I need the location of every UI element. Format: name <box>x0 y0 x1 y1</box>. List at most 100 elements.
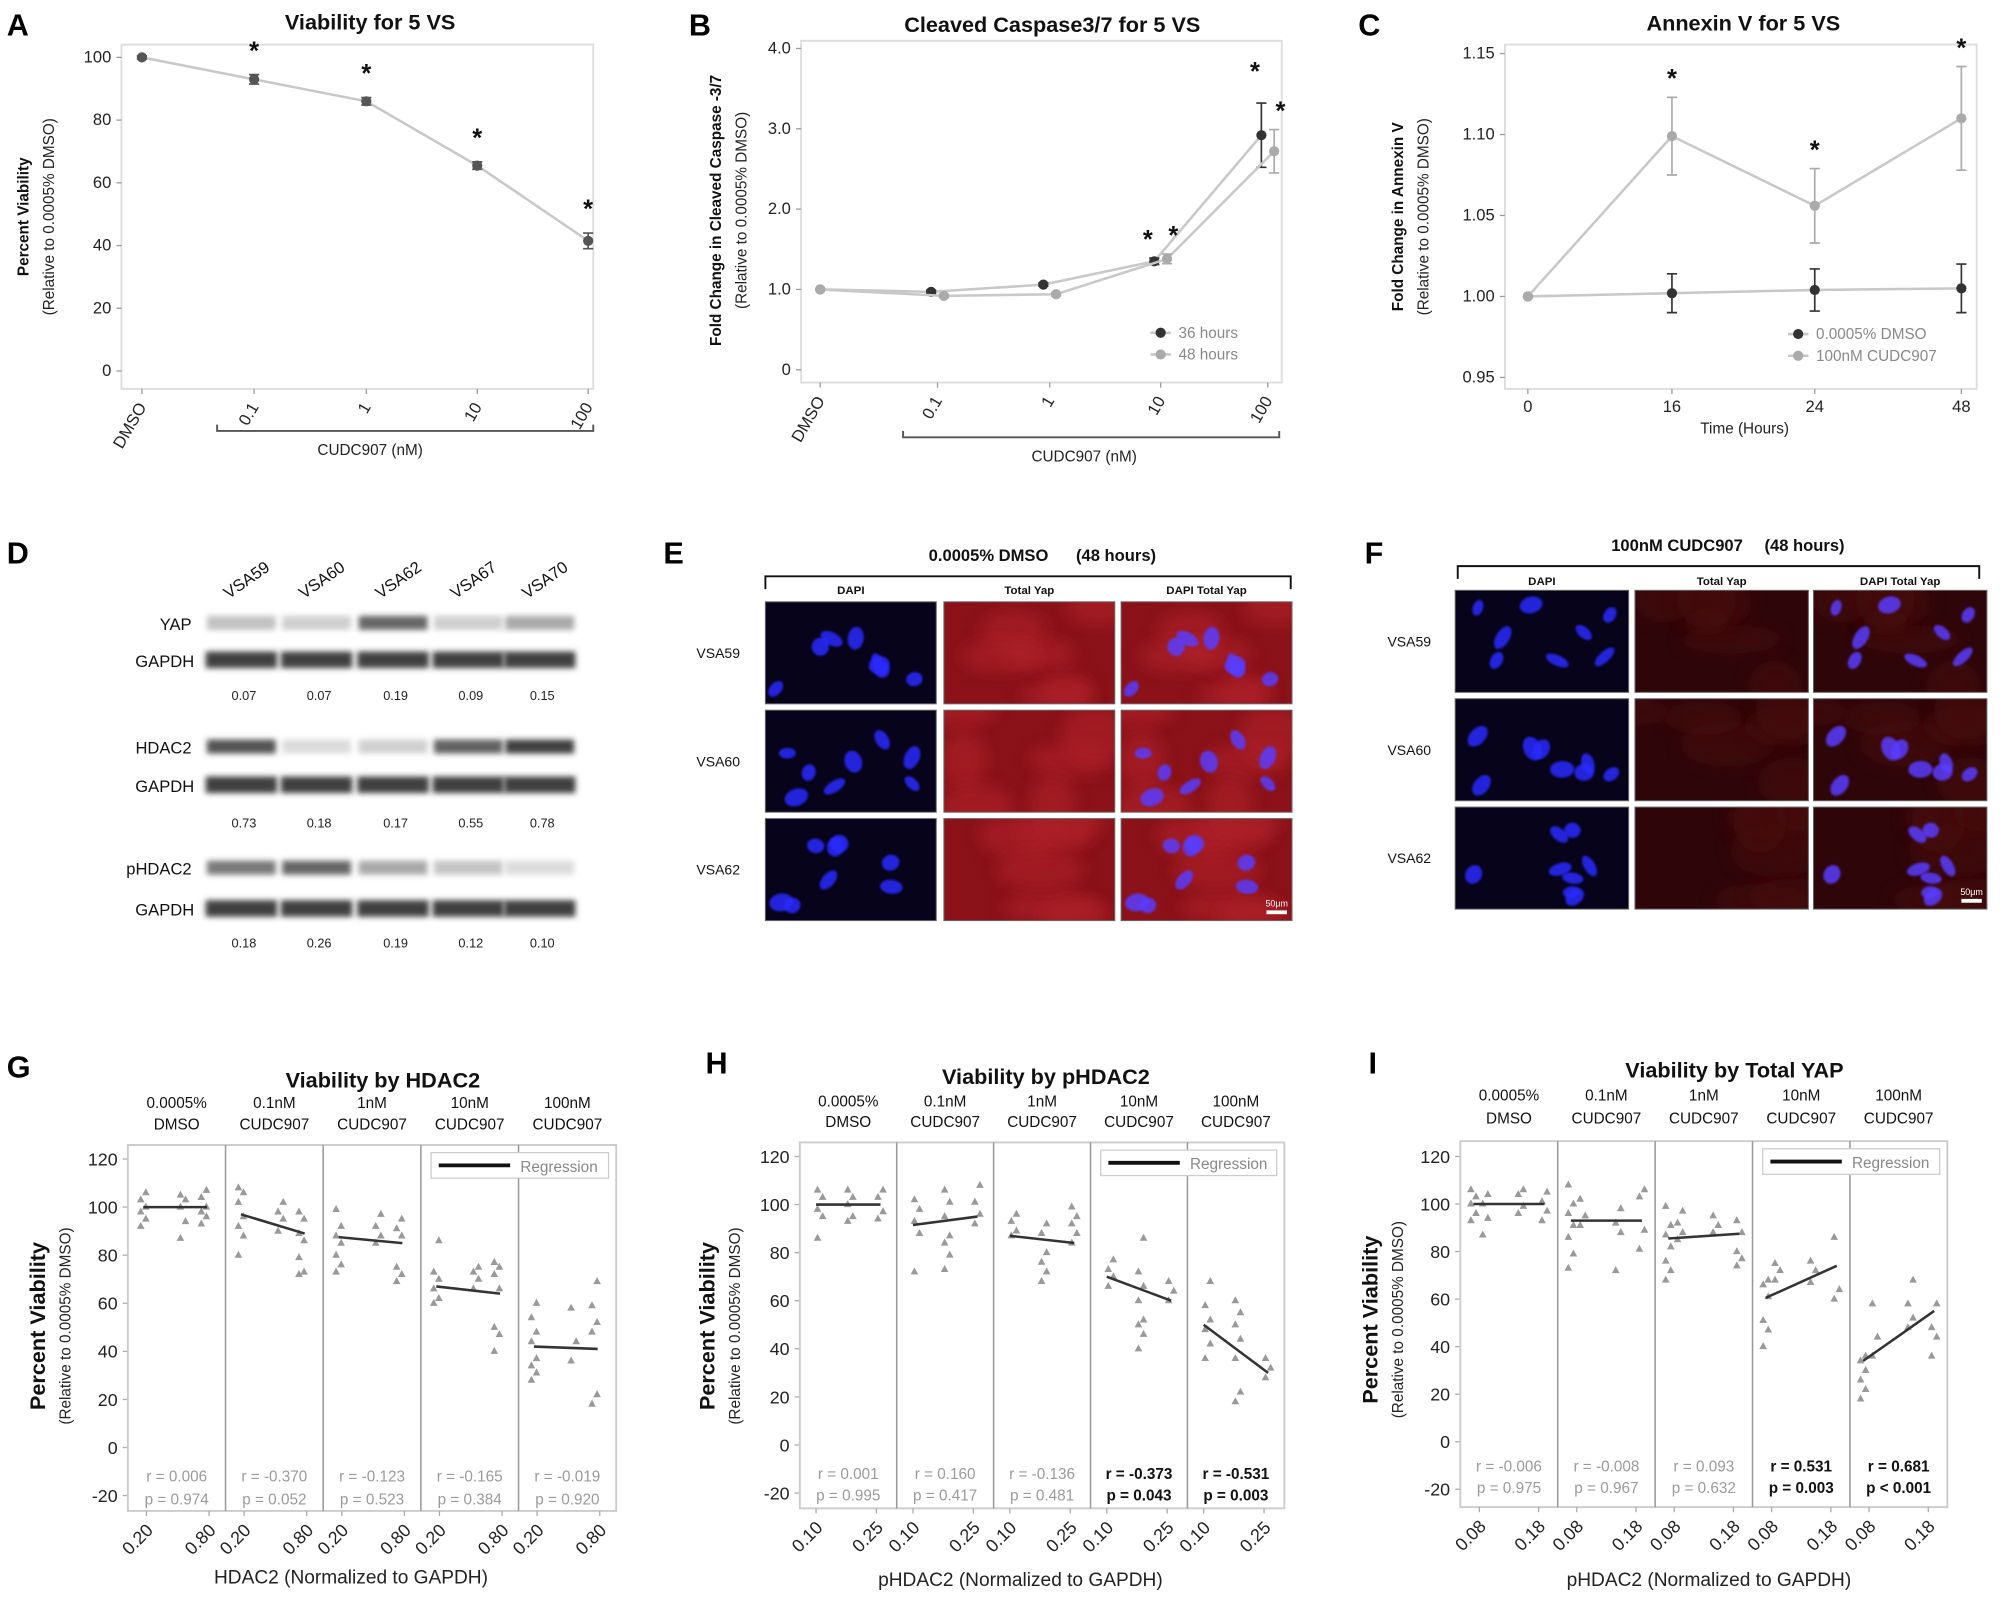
x-axis-label: CUDC907 (nM) <box>317 442 422 459</box>
facet-header: 10nM <box>1120 1094 1158 1111</box>
x-tick-label: 1 <box>1037 393 1058 410</box>
data-point <box>1806 1256 1815 1264</box>
data-point <box>940 1212 949 1220</box>
data-point <box>593 1277 601 1285</box>
lane-label: VSA62 <box>372 557 425 602</box>
significance-star: * <box>1143 226 1153 254</box>
band-ratio: 0.18 <box>307 816 332 831</box>
data-point <box>940 1238 949 1246</box>
image-frame <box>1812 589 1988 693</box>
data-point <box>274 1226 282 1234</box>
chart-B: Cleaved Caspase3/7 for 5 VS Fold Change i… <box>708 12 1286 466</box>
plot-frame <box>1503 43 1978 390</box>
data-point <box>197 1193 206 1201</box>
data-point <box>1231 1320 1240 1328</box>
data-point <box>429 1267 438 1275</box>
nucleus <box>1877 596 1901 614</box>
facet-header: DMSO <box>154 1117 200 1134</box>
x-tick-label: 0.08 <box>1646 1516 1685 1555</box>
p-value: p = 0.920 <box>535 1492 599 1509</box>
data-point <box>176 1190 185 1198</box>
data-point <box>1067 1219 1076 1227</box>
facet: 1nM CUDC907 r = -0.123 p = 0.523 0.20 0.80 <box>314 1095 415 1559</box>
legend-marker <box>1155 349 1166 360</box>
data-point <box>1678 1228 1687 1236</box>
data-point <box>1042 1219 1051 1227</box>
data-point <box>572 1337 581 1345</box>
data-point <box>332 1205 340 1213</box>
chart-title: Cleaved Caspase3/7 for 5 VS <box>904 12 1200 37</box>
nucleus <box>1847 651 1862 669</box>
data-point <box>940 1185 949 1193</box>
x-axis-label: HDAC2 (Normalized to GAPDH) <box>214 1568 488 1589</box>
x-tick-label: 0.20 <box>314 1520 353 1559</box>
image-frame <box>1634 589 1809 693</box>
correlation-r: r = -0.123 <box>339 1469 405 1486</box>
series-line <box>820 134 1263 294</box>
data-point <box>392 1262 401 1270</box>
y-tick-label: 100 <box>760 1195 790 1215</box>
gapdh-band <box>205 776 278 794</box>
y-tick-label: 0 <box>780 1435 790 1455</box>
cell-body <box>943 784 1015 813</box>
y-tick-label: 1.15 <box>1462 44 1494 63</box>
regression-line <box>1862 1309 1935 1362</box>
nucleus <box>1200 750 1218 773</box>
data-point <box>429 1298 438 1306</box>
data-point <box>337 1238 346 1246</box>
y-axis-label: Percent Viability <box>694 1242 719 1410</box>
nucleus <box>847 626 864 650</box>
data-point <box>945 1231 954 1239</box>
band-ratio: 0.55 <box>458 816 483 831</box>
y-axis-sublabel: (Relative to 0.0005% DMSO) <box>1390 1221 1407 1418</box>
nucleus <box>1581 855 1598 877</box>
legend: Regression <box>1100 1149 1278 1177</box>
panel-label-D: D <box>7 537 29 571</box>
nucleus <box>778 747 796 759</box>
nucleus <box>1904 653 1927 668</box>
image-content <box>765 710 937 813</box>
data-point <box>490 1257 499 1265</box>
data-point <box>435 1294 443 1302</box>
data-point <box>234 1183 243 1191</box>
facet-header: CUDC907 <box>1007 1114 1077 1131</box>
x-tick-label: 1 <box>354 399 375 416</box>
data-point <box>588 1327 596 1335</box>
cell-body <box>1926 660 1981 693</box>
data-point <box>1667 1242 1675 1250</box>
data-point <box>567 1303 575 1311</box>
dose-bracket <box>902 430 1281 439</box>
correlation-r: r = 0.160 <box>915 1466 976 1483</box>
x-tick-label: 0.08 <box>1549 1516 1588 1555</box>
facet-header: 0.1nM <box>924 1094 967 1111</box>
data-point <box>874 1192 882 1200</box>
data-point <box>1472 1192 1480 1200</box>
facet-header: CUDC907 <box>435 1117 505 1134</box>
data-point <box>197 1207 206 1215</box>
image-frame <box>764 709 937 813</box>
micrograph-dapi <box>764 818 937 922</box>
data-point <box>472 160 483 171</box>
data-point <box>1139 1329 1148 1337</box>
cell-body <box>1733 807 1787 853</box>
data-point <box>910 1216 919 1224</box>
x-tick-label: 0.08 <box>1451 1516 1490 1555</box>
facet: 1nM CUDC907 r = -0.136 p = 0.481 0.10 0.25 <box>982 1094 1081 1556</box>
chart-title: Viability by pHDAC2 <box>942 1064 1150 1089</box>
regression-line <box>1202 1323 1269 1374</box>
data-point <box>1830 1232 1839 1240</box>
image-frame <box>943 601 1116 705</box>
y-axis-label: Percent Viability <box>25 1242 50 1410</box>
band-ratio: 0.17 <box>383 816 408 831</box>
data-point <box>1161 253 1173 265</box>
data-point <box>1581 1211 1590 1219</box>
y-tick-label: 120 <box>88 1149 118 1169</box>
channel-label: Total Yap <box>1697 576 1747 588</box>
nucleus <box>1261 672 1279 687</box>
scale-bar-label: 50μm <box>1960 887 1982 897</box>
chart-H: Viability by pHDAC2 Percent Viability (Rel… <box>694 1064 1286 1591</box>
p-value: p = 0.003 <box>1203 1488 1268 1505</box>
chart-A: Viability for 5 VS Percent Viability (Rela… <box>15 9 596 459</box>
data-point <box>1134 1320 1143 1328</box>
x-tick-label: 0.10 <box>982 1517 1021 1556</box>
